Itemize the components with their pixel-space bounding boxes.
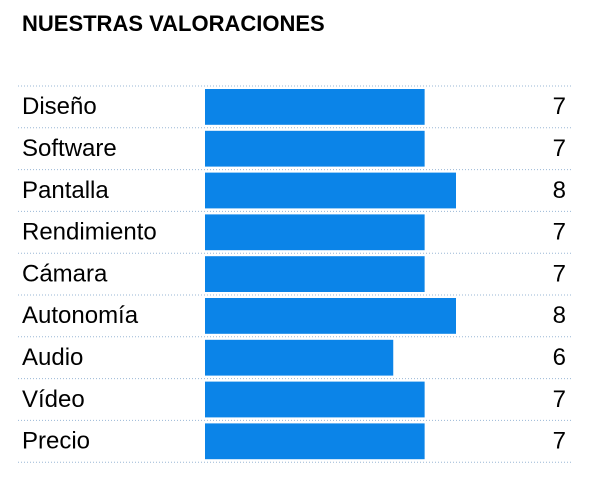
bar (205, 214, 425, 251)
category-label: Rendimiento (22, 219, 157, 246)
bar (205, 172, 456, 209)
bar (205, 256, 425, 292)
category-label: Precio (22, 428, 90, 455)
value-label: 6 (553, 344, 566, 371)
bar (205, 89, 425, 125)
value-label: 7 (553, 135, 566, 162)
value-label: 7 (553, 219, 566, 246)
category-label: Audio (22, 344, 83, 371)
bar (205, 298, 456, 334)
value-label: 7 (553, 428, 566, 455)
bar (205, 423, 425, 460)
bar (205, 130, 425, 167)
value-label: 7 (553, 386, 566, 413)
category-label: Vídeo (22, 386, 85, 413)
value-label: 8 (553, 177, 566, 204)
category-label: Cámara (22, 260, 108, 287)
value-label: 7 (553, 93, 566, 120)
category-label: Software (22, 135, 117, 162)
category-label: Autonomía (22, 302, 139, 329)
bar (205, 339, 394, 376)
chart-title: NUESTRAS VALORACIONES (22, 11, 325, 36)
bar (205, 381, 425, 418)
category-label: Diseño (22, 93, 97, 120)
category-label: Pantalla (22, 177, 109, 204)
value-label: 8 (553, 302, 566, 329)
value-label: 7 (553, 260, 566, 287)
